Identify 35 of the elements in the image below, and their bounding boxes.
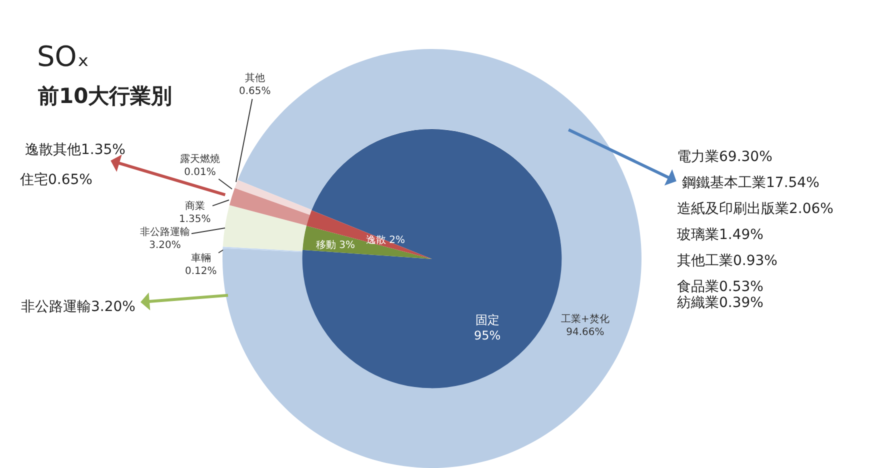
text: 其他工業0.93% (677, 253, 778, 269)
data-label: 0.65% (239, 86, 271, 97)
donut-slice (222, 49, 642, 468)
data-label: 94.66% (566, 327, 604, 338)
slice-label: 逸散 2% (366, 234, 406, 246)
text: 食品業0.53% (677, 279, 764, 295)
donut-slice (222, 205, 307, 252)
text: 玻璃業1.49% (677, 227, 764, 243)
data-label: 0.01% (184, 167, 216, 178)
text: 住宅0.65% (19, 172, 92, 188)
data-label: 3.20% (149, 240, 181, 251)
text: SOₓ (37, 40, 90, 73)
text: 電力業69.30% (677, 149, 772, 165)
slice-label: 露天燃燒 (180, 153, 220, 165)
slice-label: 非公路運輸 (140, 226, 190, 238)
text: 紡織業0.39% (677, 295, 764, 311)
slice-label: 其他 (244, 72, 265, 84)
slice-label: 工業+焚化 (561, 313, 610, 325)
text: 非公路運輸3.20% (21, 299, 136, 315)
donut-slice (229, 188, 310, 226)
slice-label: 車輛 (190, 252, 211, 264)
data-label: 1.35% (179, 214, 211, 225)
donut-slice (234, 180, 312, 215)
pie-slice (302, 129, 562, 389)
data-label: 0.12% (185, 266, 217, 277)
slice-label: 固定 (475, 313, 500, 327)
text: 逸散其他1.35% (25, 142, 126, 158)
slice-label: 移動 3% (316, 239, 356, 251)
pie-slice (306, 210, 432, 259)
donut-slice (222, 246, 303, 252)
data-label: 95% (474, 328, 501, 343)
text: 前10大行業別 (37, 84, 172, 108)
text: 鋼鐵基本工業17.54% (682, 175, 820, 191)
text: 造紙及印刷出版業2.06% (677, 201, 834, 217)
slice-label: 商業 (184, 200, 205, 212)
